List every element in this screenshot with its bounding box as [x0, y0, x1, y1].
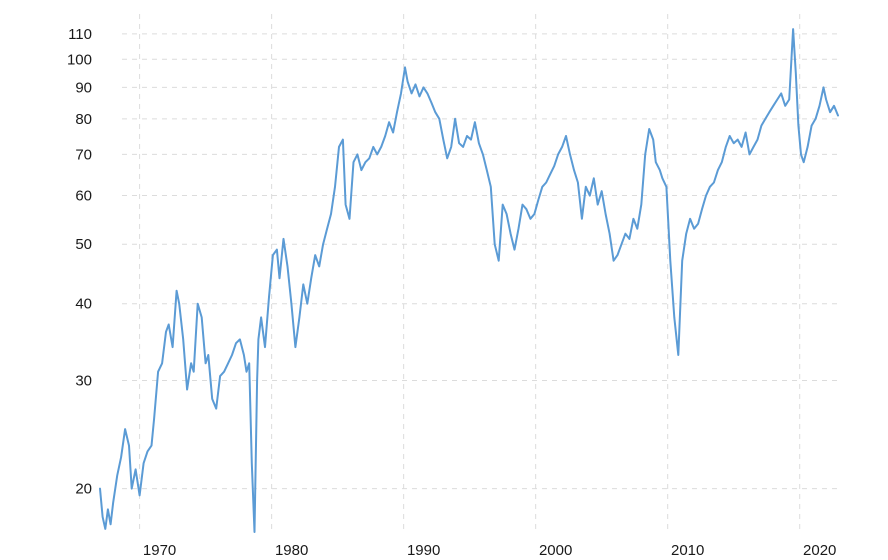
x-tick-label-2010: 2010 [671, 542, 704, 559]
x-tick-label-2000: 2000 [539, 542, 572, 559]
x-tick-label-1980: 1980 [275, 542, 308, 559]
y-axis-labels: 20 30 40 50 60 70 80 90 100 110 [67, 26, 92, 498]
y-tick-label-20: 20 [75, 481, 92, 498]
x-tick-label-2020: 2020 [803, 542, 836, 559]
y-tick-label-70: 70 [75, 146, 92, 163]
y-tick-label-60: 60 [75, 188, 92, 205]
x-axis-labels: 1970 1980 1990 2000 2010 2020 [143, 542, 836, 559]
series-line-0 [99, 28, 839, 533]
x-gridlines [139, 14, 801, 532]
x-tick-label-1970: 1970 [143, 542, 176, 559]
y-tick-label-100: 100 [67, 51, 92, 68]
y-tick-label-90: 90 [75, 79, 92, 96]
y-gridlines [122, 33, 838, 490]
y-tick-label-110: 110 [68, 26, 92, 43]
y-tick-label-40: 40 [75, 296, 92, 313]
y-tick-label-80: 80 [75, 111, 92, 128]
series-layer [99, 28, 839, 533]
x-tick-label-1990: 1990 [407, 542, 440, 559]
y-tick-label-30: 30 [75, 372, 92, 389]
y-tick-label-50: 50 [75, 236, 92, 253]
